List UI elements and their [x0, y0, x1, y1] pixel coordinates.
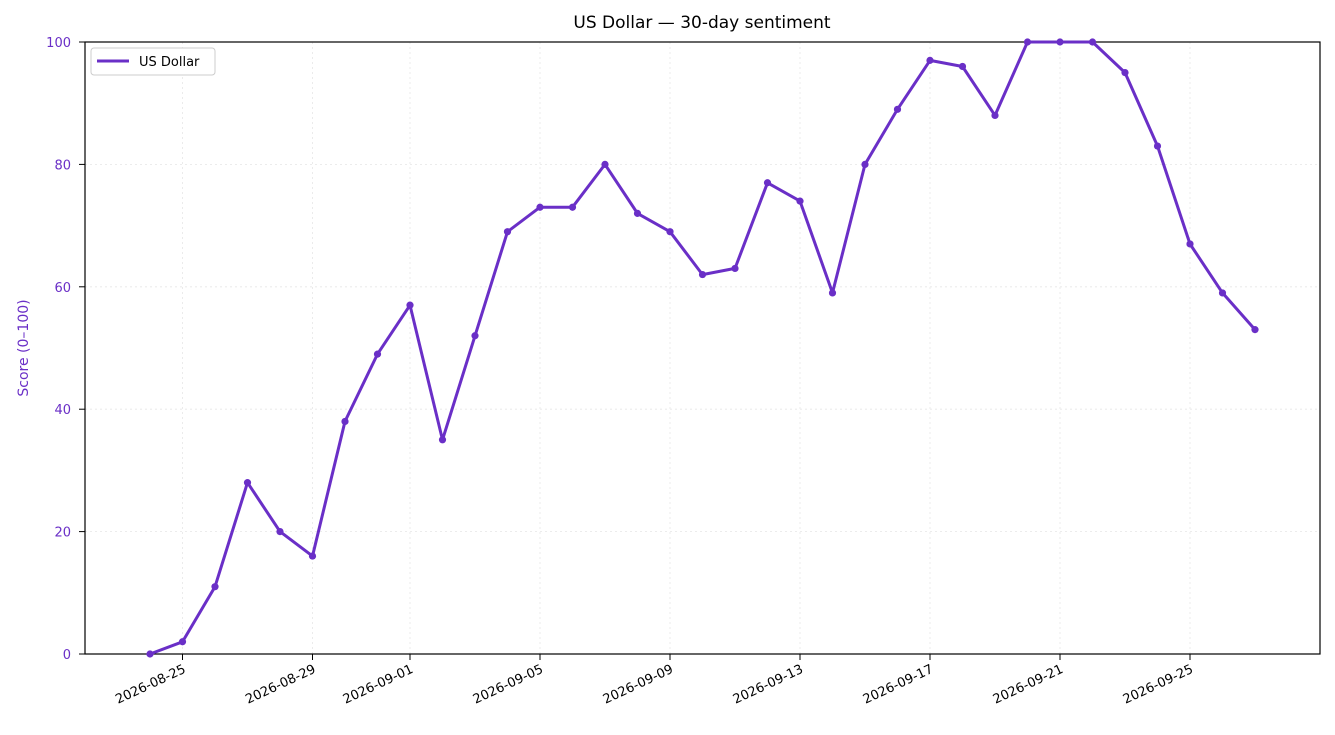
- data-point: [1023, 38, 1032, 46]
- data-point: [601, 160, 609, 168]
- data-point: [373, 350, 382, 358]
- data-point: [438, 436, 447, 444]
- data-point: [276, 528, 284, 536]
- x-tick-label: 2026-09-17: [861, 662, 936, 708]
- data-point: [1121, 69, 1129, 77]
- series-layer: [146, 38, 1259, 658]
- legend: US Dollar: [90, 47, 216, 76]
- data-point: [308, 552, 317, 560]
- data-point: [146, 650, 154, 658]
- data-point: [536, 203, 544, 211]
- x-tick-label: 2026-09-09: [601, 662, 676, 708]
- axes: 0 20 40 60 80 100 2026-08-25 2026-08-29 2026-09-…: [46, 36, 1321, 708]
- data-point: [243, 479, 252, 487]
- data-point: [893, 105, 902, 113]
- y-axis-label: Score (0–100): [16, 299, 32, 396]
- y-tick-label: 100: [46, 36, 71, 51]
- data-point: [211, 583, 219, 591]
- y-tick-label: 80: [54, 158, 71, 173]
- data-point: [178, 638, 187, 646]
- data-point: [731, 264, 739, 273]
- data-point: [861, 160, 869, 168]
- x-tick-label: 2026-09-21: [991, 662, 1066, 708]
- x-tick-label: 2026-09-05: [471, 662, 546, 708]
- data-point: [503, 228, 512, 236]
- legend-box: [90, 47, 216, 76]
- data-point: [666, 228, 674, 236]
- data-point: [341, 417, 349, 426]
- data-point: [568, 203, 577, 211]
- x-tick-label: 2026-08-29: [243, 662, 318, 708]
- y-tick-label: 20: [54, 526, 71, 541]
- data-point: [471, 332, 479, 340]
- plot-frame: [84, 41, 1321, 655]
- data-point: [633, 209, 642, 217]
- x-tick-label: 2026-09-13: [731, 662, 806, 708]
- data-point: [1218, 289, 1227, 297]
- data-point: [1088, 38, 1097, 46]
- data-point: [763, 179, 772, 187]
- data-point: [1153, 142, 1162, 150]
- chart-title: US Dollar — 30-day sentiment: [573, 13, 831, 33]
- grid: [85, 41, 1320, 655]
- y-tick-label: 0: [63, 648, 71, 663]
- data-point: [1186, 240, 1194, 248]
- data-point: [406, 301, 414, 309]
- data-point: [1056, 38, 1064, 46]
- x-tick-label: 2026-08-25: [113, 662, 188, 708]
- data-point: [926, 56, 934, 64]
- data-point: [958, 62, 967, 71]
- data-point: [991, 111, 999, 120]
- x-tick-label: 2026-09-25: [1121, 662, 1196, 708]
- y-tick-label: 60: [54, 281, 71, 296]
- x-tick-label: 2026-09-01: [341, 662, 416, 708]
- data-point: [828, 289, 837, 297]
- y-tick-label: 40: [54, 403, 71, 418]
- series-line: [148, 40, 1257, 656]
- legend-label: US Dollar: [139, 55, 200, 70]
- data-point: [1251, 326, 1259, 334]
- data-point: [698, 270, 707, 279]
- data-point: [796, 197, 804, 205]
